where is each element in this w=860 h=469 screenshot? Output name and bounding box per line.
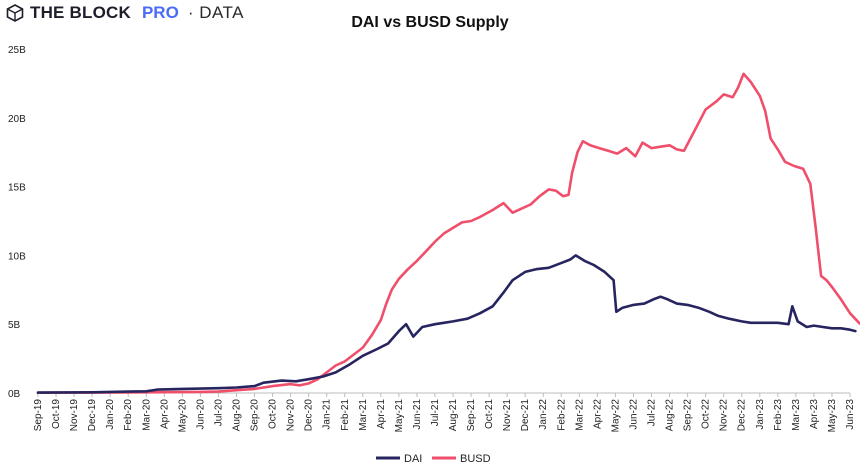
x-tick-label: Feb-22 — [556, 399, 567, 431]
x-tick-label: Jul-21 — [430, 399, 441, 427]
legend-label-busd: BUSD — [460, 453, 491, 465]
x-tick-label: Jan-23 — [755, 399, 766, 430]
x-tick-label: Apr-20 — [159, 399, 170, 429]
x-tick-label: Nov-20 — [286, 399, 297, 432]
x-tick-label: Nov-22 — [719, 399, 730, 432]
brand-pro: PRO — [141, 3, 179, 22]
x-tick-label: Sep-19 — [33, 399, 44, 432]
x-tick-label: Aug-22 — [665, 399, 676, 432]
x-tick-label: Jul-20 — [213, 399, 224, 427]
x-tick-label: Jul-22 — [647, 399, 658, 427]
x-tick-label: Apr-21 — [376, 399, 387, 429]
x-tick-label: May-20 — [177, 399, 188, 433]
chart-title: DAI vs BUSD Supply — [351, 14, 509, 31]
x-tick-label: Dec-19 — [87, 399, 98, 432]
plot-area: 0B 5B 10B 15B 20B 25B Sep-19 Oct-19 Nov-19 Dec-19… — [8, 45, 860, 465]
x-tick-label: Jun-20 — [195, 399, 206, 430]
x-tick-label: May-22 — [610, 399, 621, 433]
y-tick-label: 25B — [8, 45, 26, 56]
x-tick-label: Dec-20 — [304, 399, 315, 432]
x-tick-label: Sep-20 — [250, 399, 261, 432]
x-tick-label: Jan-22 — [538, 399, 549, 430]
x-tick-label: Jun-23 — [845, 399, 856, 430]
x-tick-label: Jan-20 — [105, 399, 116, 430]
x-tick-label: Apr-22 — [592, 399, 603, 429]
y-tick-label: 0B — [8, 389, 21, 400]
x-tick-label: Sep-21 — [466, 399, 477, 432]
x-tick-label: May-21 — [394, 399, 405, 433]
x-tick-label: Oct-19 — [51, 399, 62, 429]
x-tick-label: Jan-21 — [322, 399, 333, 430]
x-tick-label: Jun-22 — [628, 399, 639, 430]
x-tick-label: Mar-22 — [574, 399, 585, 431]
x-tick-label: Jun-21 — [412, 399, 423, 430]
x-tick-label: Nov-21 — [502, 399, 513, 432]
y-tick-label: 20B — [8, 114, 26, 125]
x-tick-label: Feb-20 — [123, 399, 134, 431]
x-tick-label: Mar-21 — [358, 399, 369, 431]
y-tick-label: 5B — [8, 320, 21, 331]
y-tick-label: 15B — [8, 183, 26, 194]
x-tick-label: Dec-21 — [520, 399, 531, 432]
x-tick-label: Oct-21 — [484, 399, 495, 429]
series-line-busd — [36, 72, 860, 394]
brand-name: THE BLOCK — [30, 3, 131, 22]
x-tick-label: Oct-22 — [701, 399, 712, 429]
x-tick-label: Dec-22 — [737, 399, 748, 432]
series-line-dai — [36, 254, 857, 394]
x-tick-label: Feb-23 — [773, 399, 784, 431]
x-tick-label: Aug-20 — [231, 399, 242, 432]
x-tick-label: Sep-22 — [683, 399, 694, 432]
y-tick-label: 10B — [8, 251, 26, 262]
the-block-cube-icon — [6, 4, 24, 22]
x-tick-label: Nov-19 — [69, 399, 80, 432]
x-tick-label: Mar-20 — [141, 399, 152, 431]
brand-logo: THE BLOCK PRO · DATA — [6, 2, 244, 24]
x-tick-label: Aug-21 — [448, 399, 459, 432]
x-tick-label: May-23 — [827, 399, 838, 433]
brand-data: · DATA — [187, 3, 245, 22]
legend-label-dai: DAI — [404, 453, 422, 465]
x-tick-label: Apr-23 — [809, 399, 820, 429]
x-tick-label: Feb-21 — [340, 399, 351, 431]
x-tick-label: Mar-23 — [791, 399, 802, 431]
x-tick-label: Oct-20 — [268, 399, 279, 429]
